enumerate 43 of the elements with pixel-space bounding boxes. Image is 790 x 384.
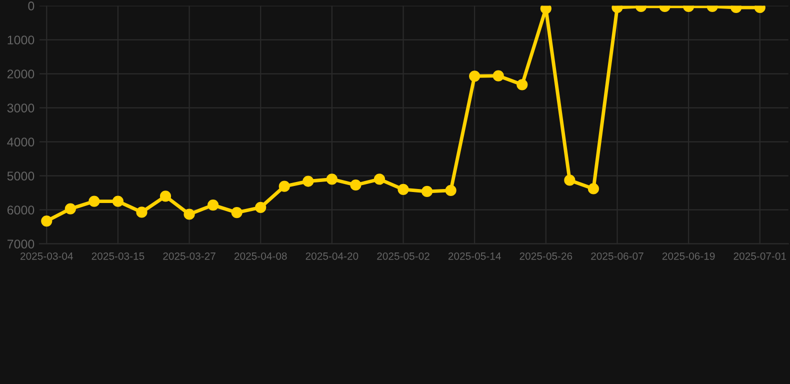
x-tick-label: 2025-04-08 bbox=[234, 252, 287, 260]
point bbox=[136, 206, 148, 218]
y-tick-label: 6000 bbox=[7, 206, 34, 214]
point bbox=[588, 183, 600, 194]
point bbox=[88, 196, 100, 207]
point bbox=[350, 179, 362, 191]
point bbox=[184, 208, 195, 220]
x-tick-label: 2025-05-26 bbox=[520, 252, 572, 260]
x-tick-label: 2025-06-19 bbox=[662, 252, 715, 260]
y-tick-label: 4000 bbox=[7, 138, 34, 146]
x-tick-label: 2025-05-14 bbox=[448, 252, 501, 260]
x-tick-label: 2025-07-01 bbox=[734, 252, 786, 260]
point bbox=[326, 174, 338, 185]
point bbox=[278, 180, 290, 192]
y-tick-label: 2000 bbox=[7, 70, 34, 78]
point bbox=[374, 174, 386, 185]
point bbox=[160, 190, 172, 202]
point bbox=[231, 206, 242, 218]
x-tick-label: 2025-06-07 bbox=[591, 252, 644, 260]
y-tick-label: 7000 bbox=[7, 240, 34, 248]
point bbox=[398, 184, 409, 195]
x-tick-label: 2025-04-20 bbox=[306, 252, 358, 260]
point bbox=[421, 186, 433, 198]
point bbox=[41, 215, 52, 227]
point bbox=[112, 196, 124, 207]
point bbox=[208, 200, 219, 211]
point bbox=[516, 79, 528, 90]
x-tick-label: 2025-03-04 bbox=[20, 252, 73, 260]
x-tick-label: 2025-03-15 bbox=[92, 252, 144, 260]
point bbox=[302, 176, 314, 187]
y-tick-label: 1000 bbox=[8, 36, 34, 44]
point bbox=[540, 6, 552, 14]
point bbox=[492, 70, 504, 82]
point bbox=[255, 202, 266, 214]
point bbox=[445, 184, 456, 196]
y-tick-label: 0 bbox=[28, 2, 34, 10]
y-tick-label: 3000 bbox=[7, 104, 34, 112]
x-tick-label: 2025-05-02 bbox=[377, 252, 430, 260]
point bbox=[469, 70, 480, 82]
x-tick-label: 2025-03-27 bbox=[163, 252, 216, 260]
point bbox=[564, 174, 576, 186]
y-tick-label: 5000 bbox=[7, 172, 34, 180]
point bbox=[64, 203, 76, 214]
